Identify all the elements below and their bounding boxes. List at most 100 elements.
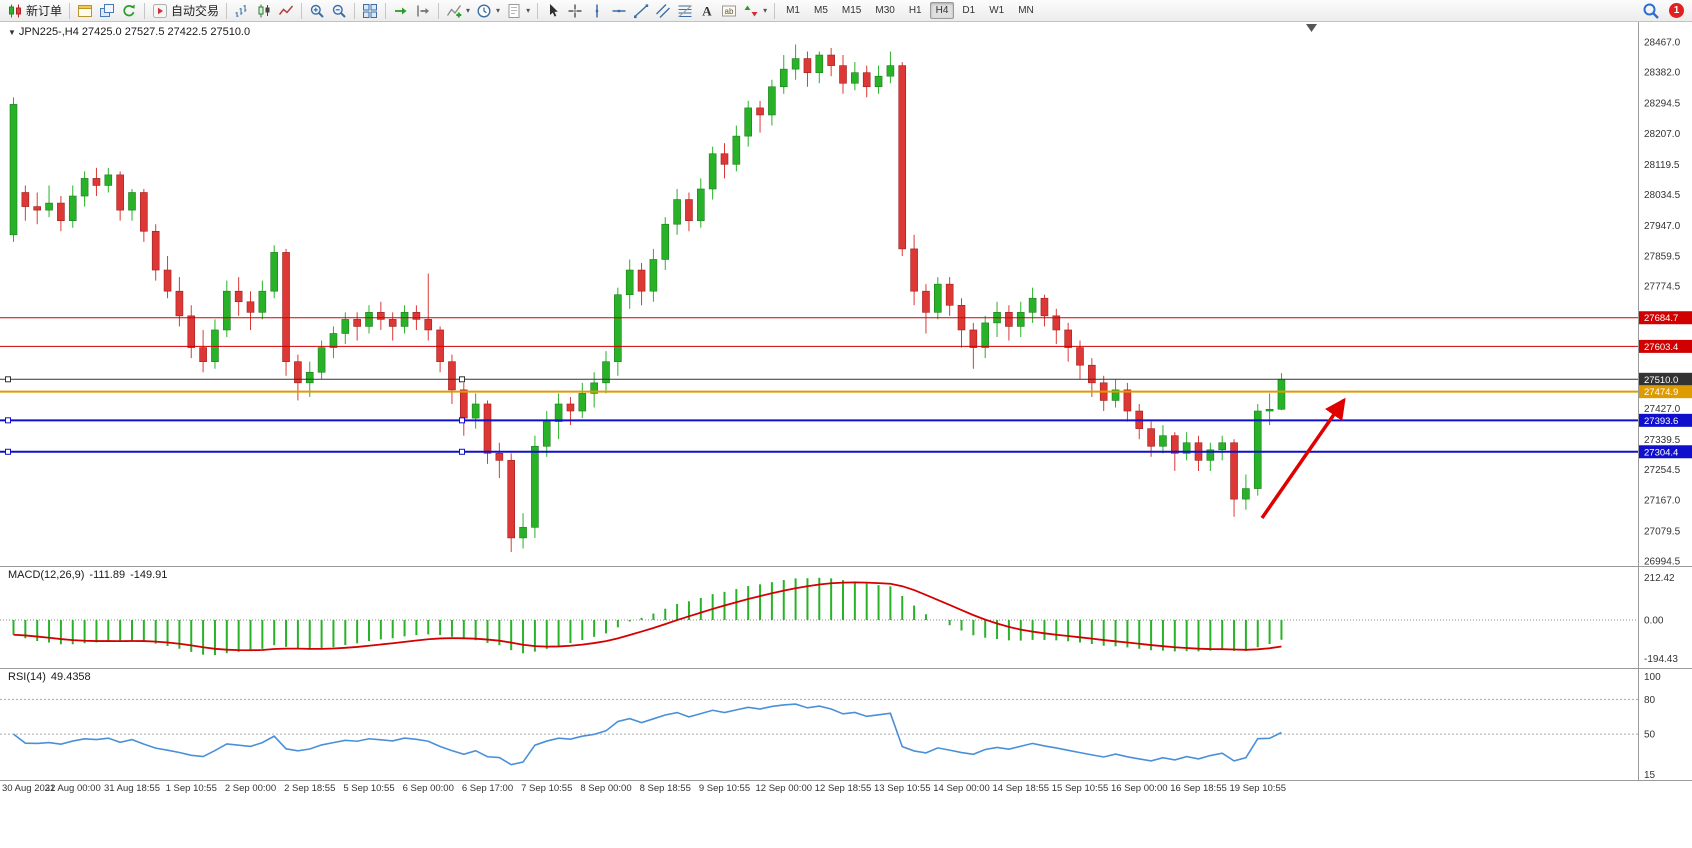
horizontal-line-icon [611, 3, 627, 19]
indicators-button[interactable]: ▾ [443, 1, 473, 21]
svg-text:9 Sep 10:55: 9 Sep 10:55 [699, 783, 750, 794]
svg-text:1 Sep 10:55: 1 Sep 10:55 [166, 783, 217, 794]
quick-trade-arrow-icon[interactable]: ▼ [8, 28, 16, 37]
toolbar-separator [69, 2, 71, 19]
rsi-indicator-title: RSI(14) 49.4358 [8, 671, 96, 683]
timeframe-d1-button[interactable]: D1 [962, 5, 976, 16]
auto-scroll-icon [393, 3, 409, 19]
timeframe-m5-button[interactable]: M5 [814, 5, 828, 16]
indicators-icon [446, 3, 462, 19]
support-line-blue-1-handle[interactable] [459, 417, 465, 424]
svg-text:27339.5: 27339.5 [1644, 435, 1681, 446]
chart-line-button[interactable] [275, 1, 297, 21]
text-icon: A [699, 3, 715, 19]
timeframe-w1-button[interactable]: W1 [989, 5, 1005, 16]
chart-bars-button[interactable] [231, 1, 253, 21]
trendline-icon [633, 3, 649, 19]
toolbar-separator [354, 2, 356, 19]
toolbar-separator [144, 2, 146, 19]
zoom-out-button[interactable] [328, 1, 350, 21]
fibonacci-retracement-button[interactable] [674, 1, 696, 21]
timeframe-h4-button[interactable]: H4 [929, 2, 955, 19]
zoom-out-icon [331, 3, 347, 19]
svg-text:30 Aug 2022: 30 Aug 2022 [2, 783, 55, 794]
arrow-objects-caret-icon[interactable]: ▾ [763, 6, 768, 15]
macd-indicator-title: MACD(12,26,9) -111.89 -149.91 [8, 569, 172, 581]
vertical-line-button[interactable] [586, 1, 608, 21]
auto-scroll-button[interactable] [390, 1, 412, 21]
chart-shift-marker[interactable] [1306, 24, 1317, 32]
timeframe-m30-button[interactable]: M30 [875, 5, 895, 16]
refresh-button[interactable] [118, 1, 140, 21]
support-line-orange-price-flag [1639, 385, 1692, 399]
support-line-blue-1-price-flag [1639, 413, 1692, 427]
macd-main-value: -111.89 [89, 569, 126, 581]
trendline-button[interactable] [630, 1, 652, 21]
equidistant-channel-button[interactable] [652, 1, 674, 21]
candlestick-series [9, 44, 1286, 553]
text-label-button[interactable]: ab [718, 1, 740, 21]
timeframe-mn-button[interactable]: MN [1018, 5, 1034, 16]
new-chart-button[interactable] [74, 1, 96, 21]
new-chart-icon [77, 3, 93, 19]
bid-price-line-handle[interactable] [5, 376, 11, 383]
svg-text:15: 15 [1644, 770, 1656, 781]
text-button[interactable]: A [696, 1, 718, 21]
symbol-ohlc-text: JPN225-,H4 27425.0 27527.5 27422.5 27510… [18, 26, 251, 38]
timeframe-m1-button[interactable]: M1 [786, 5, 800, 16]
svg-text:8 Sep 18:55: 8 Sep 18:55 [640, 783, 691, 794]
toolbar-separator [537, 2, 539, 19]
new-order-label: 新订单 [26, 4, 63, 18]
chart-candles-button[interactable] [253, 1, 275, 21]
svg-text:27947.0: 27947.0 [1644, 221, 1681, 232]
search-button[interactable] [1639, 1, 1663, 21]
timeframe-h1-button[interactable]: H1 [908, 5, 922, 16]
chart-bars-icon [234, 3, 250, 19]
svg-text:27254.5: 27254.5 [1644, 465, 1681, 476]
tile-windows-button[interactable] [359, 1, 381, 21]
svg-text:6 Sep 00:00: 6 Sep 00:00 [403, 783, 454, 794]
chart-shift-button[interactable] [412, 1, 434, 21]
svg-text:27774.5: 27774.5 [1644, 282, 1681, 293]
zoom-in-button[interactable] [306, 1, 328, 21]
indicators-caret-icon[interactable]: ▾ [466, 6, 471, 15]
cursor-button[interactable] [542, 1, 564, 21]
bid-price-line-handle[interactable] [459, 376, 465, 383]
trend-arrow-annotation[interactable] [1260, 397, 1346, 519]
new-order-button[interactable]: 新订单 [4, 1, 65, 21]
svg-text:2 Sep 00:00: 2 Sep 00:00 [225, 783, 276, 794]
notification-badge[interactable]: 1 [1669, 3, 1684, 18]
chart-ohlc-overlay: ▼ JPN225-,H4 27425.0 27527.5 27422.5 2751… [8, 26, 250, 38]
svg-text:12 Sep 18:55: 12 Sep 18:55 [815, 783, 872, 794]
timeframe-m15-button[interactable]: M15 [841, 5, 862, 16]
svg-text:14 Sep 00:00: 14 Sep 00:00 [933, 783, 990, 794]
horizontal-line-button[interactable] [608, 1, 630, 21]
svg-text:28467.0: 28467.0 [1644, 38, 1681, 49]
zoom-in-icon [309, 3, 325, 19]
svg-text:28294.5: 28294.5 [1644, 98, 1681, 109]
toolbar-separator [774, 2, 776, 19]
periods-button[interactable]: ▾ [473, 1, 503, 21]
arrow-objects-button[interactable]: ▾ [740, 1, 770, 21]
templates-button[interactable]: ▾ [503, 1, 533, 21]
templates-caret-icon[interactable]: ▾ [526, 6, 531, 15]
svg-text:12 Sep 00:00: 12 Sep 00:00 [755, 783, 812, 794]
chart-candles-icon [256, 3, 272, 19]
svg-text:80: 80 [1644, 695, 1656, 706]
support-line-blue-2-handle[interactable] [459, 448, 465, 455]
profiles-button[interactable] [96, 1, 118, 21]
svg-text:7 Sep 10:55: 7 Sep 10:55 [521, 783, 572, 794]
macd-signal-line [13, 581, 1282, 652]
periods-caret-icon[interactable]: ▾ [496, 6, 501, 15]
svg-text:27079.5: 27079.5 [1644, 527, 1681, 538]
fibonacci-retracement-icon [677, 3, 693, 19]
svg-text:27684.7: 27684.7 [1644, 313, 1678, 324]
support-line-blue-2-handle[interactable] [5, 448, 11, 455]
svg-text:-194.43: -194.43 [1644, 654, 1678, 665]
crosshair-button[interactable] [564, 1, 586, 21]
svg-text:14 Sep 18:55: 14 Sep 18:55 [992, 783, 1049, 794]
support-line-blue-1-handle[interactable] [5, 417, 11, 424]
auto-trading-button[interactable]: 自动交易 [149, 1, 222, 21]
tile-windows-icon [362, 3, 378, 19]
